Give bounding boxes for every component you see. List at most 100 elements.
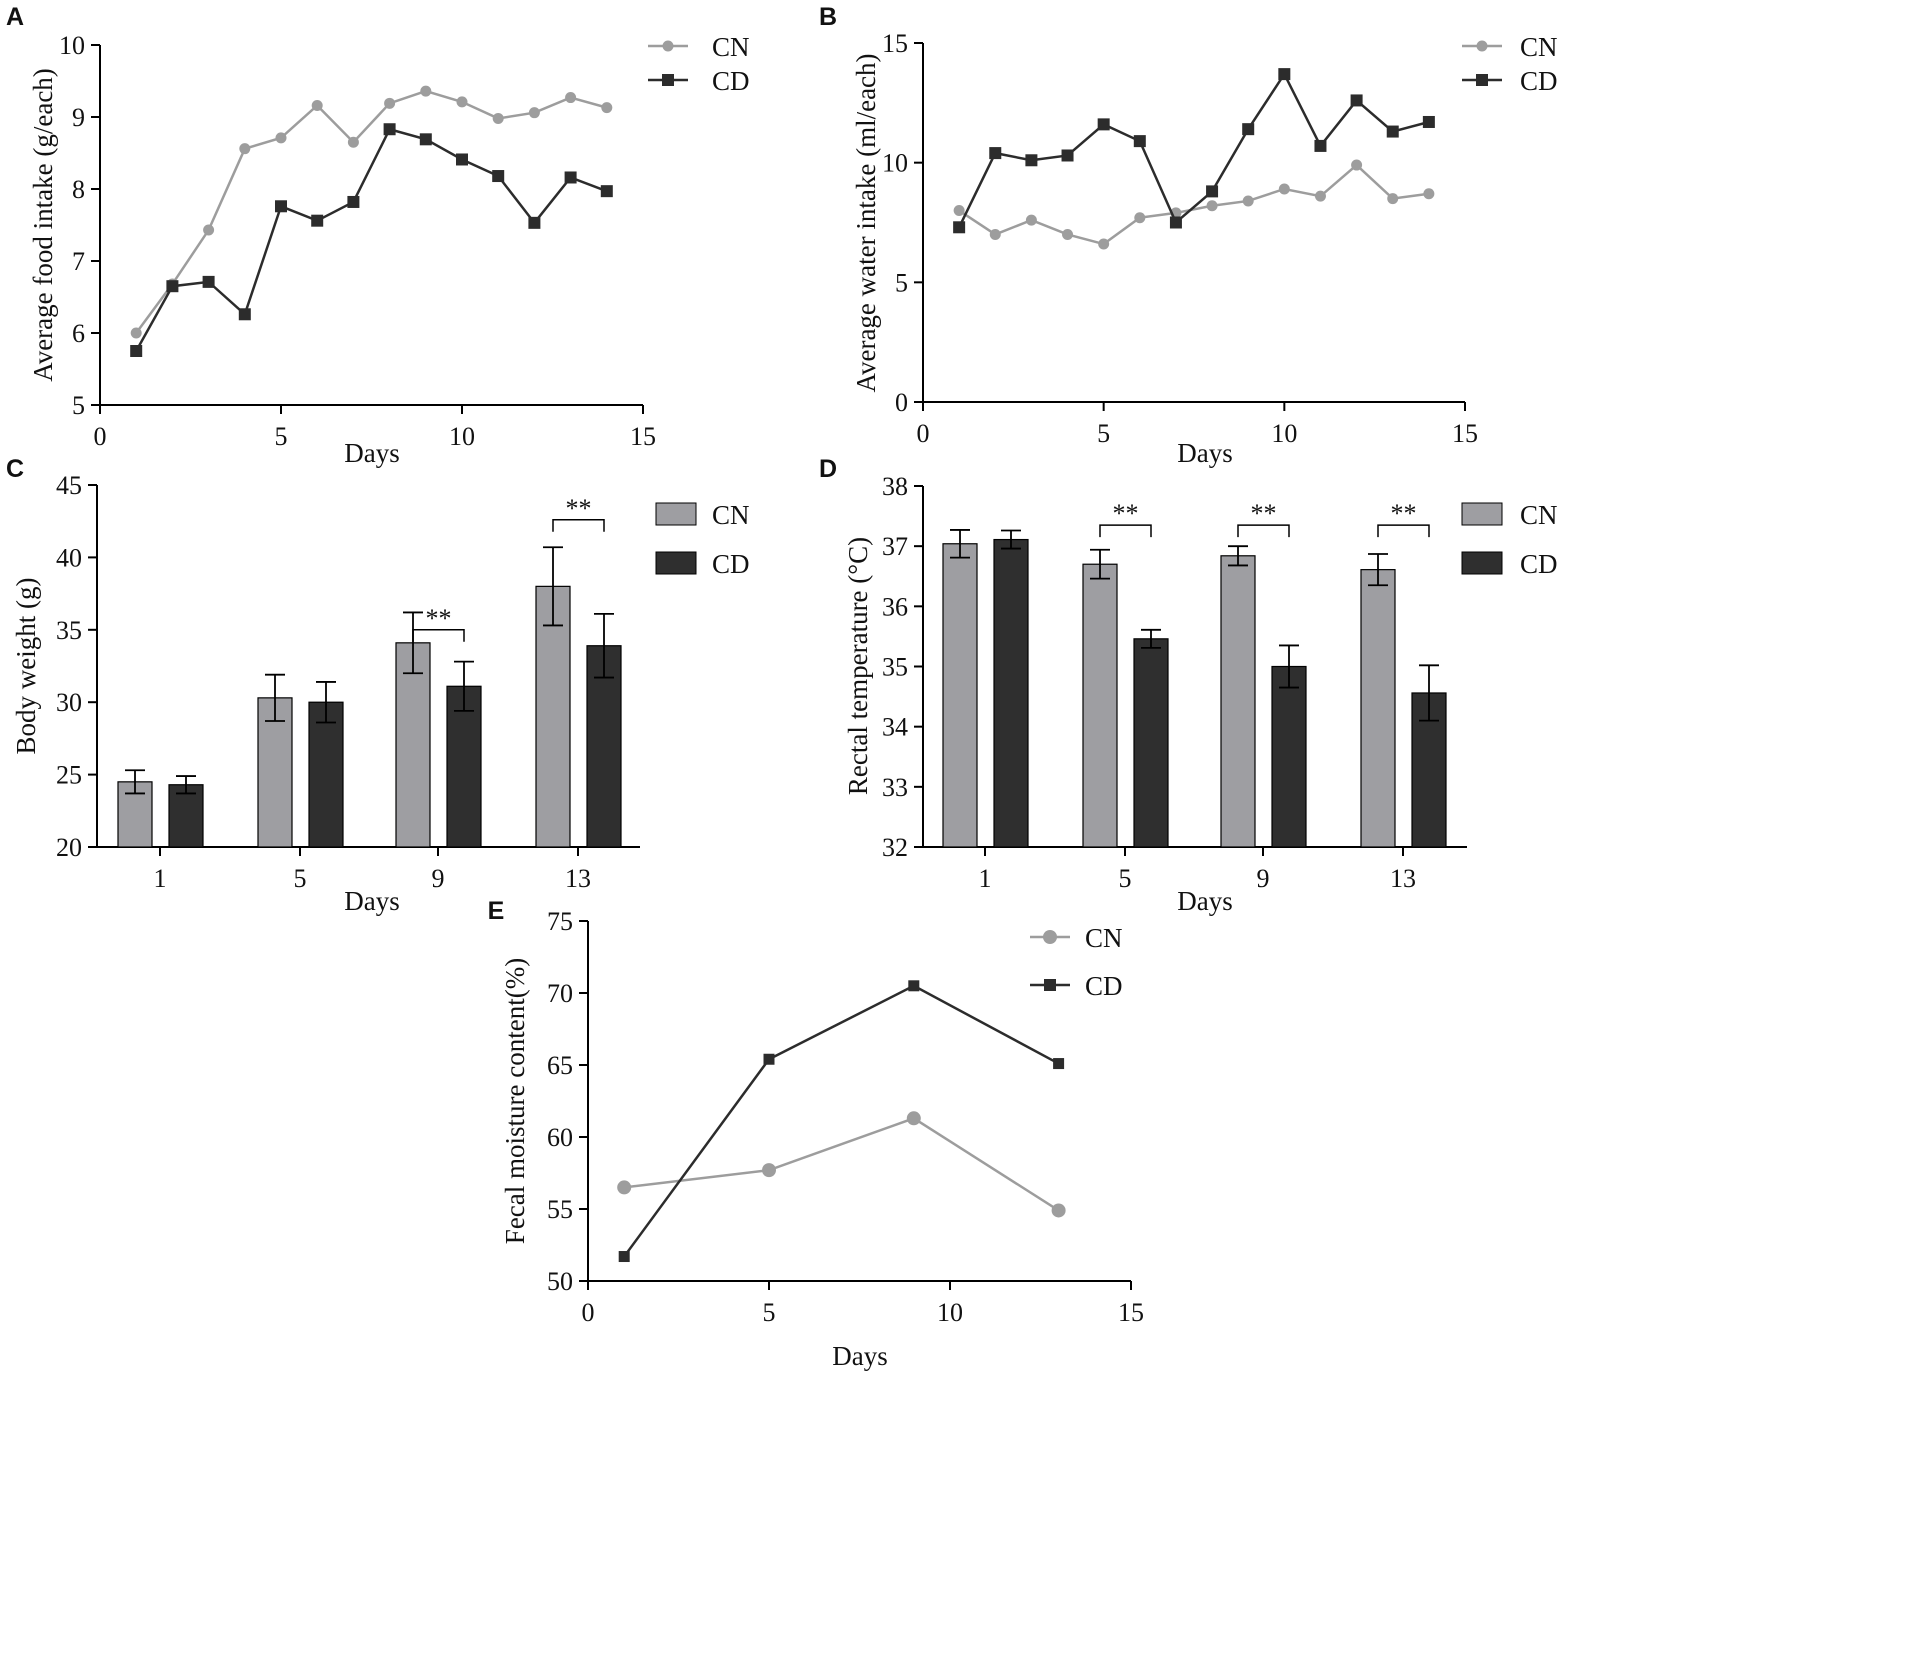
y-tick-label: 30	[56, 688, 82, 717]
legend-marker-cd	[1044, 979, 1056, 991]
x-tick-label: 5	[763, 1298, 776, 1327]
legend-swatch-cd	[1461, 551, 1503, 575]
data-point-cd	[238, 308, 251, 321]
panel-letter: E	[488, 897, 505, 925]
x-tick-label: 9	[432, 864, 445, 893]
x-tick-label: 10	[937, 1298, 963, 1327]
y-tick-label: 60	[547, 1123, 573, 1152]
y-tick-label: 5	[72, 391, 85, 420]
y-tick-label: 70	[547, 979, 573, 1008]
significance-bracket	[1237, 524, 1290, 538]
legend-swatch-cn	[1461, 502, 1503, 526]
series-line-cd	[135, 127, 608, 352]
data-point-cd	[1350, 94, 1363, 107]
data-point-cd	[763, 1053, 775, 1065]
legend-label-cn: CN	[1085, 923, 1123, 953]
data-point-cd	[130, 345, 143, 357]
data-point-cn	[1062, 228, 1074, 240]
data-point-cn	[347, 136, 359, 148]
data-point-cn	[492, 112, 504, 124]
data-point-cd	[347, 195, 360, 208]
y-tick-label: 33	[882, 773, 908, 802]
bar-cd	[993, 538, 1029, 848]
data-point-cn	[1206, 200, 1218, 212]
y-tick-label: 45	[56, 471, 82, 500]
significance-label: **	[1391, 499, 1417, 528]
significance-bracket	[412, 629, 465, 642]
legend-marker-cd	[662, 74, 674, 86]
data-point-cn	[311, 99, 323, 111]
y-tick-label: 75	[547, 907, 573, 936]
x-tick-label: 15	[1118, 1298, 1144, 1327]
data-point-cn	[239, 143, 251, 155]
data-point-cd	[908, 980, 920, 992]
data-point-cd	[166, 280, 179, 293]
data-point-cn	[130, 327, 142, 339]
y-tick-label: 9	[72, 103, 85, 132]
y-tick-label: 20	[56, 833, 82, 862]
y-tick-label: 50	[547, 1267, 573, 1296]
y-tick-label: 6	[72, 319, 85, 348]
data-point-cd	[1386, 125, 1399, 138]
y-tick-label: 32	[882, 833, 908, 862]
bar-cn	[1082, 563, 1118, 848]
data-point-cn	[275, 132, 287, 144]
data-point-cd	[1278, 68, 1291, 81]
x-axis-label: Days	[1177, 886, 1233, 916]
legend-label-cd: CD	[1520, 66, 1558, 96]
data-point-cn	[601, 102, 613, 114]
data-point-cd	[1025, 154, 1038, 167]
x-axis-label: Days	[1177, 438, 1233, 468]
series-line-cn	[624, 1116, 1060, 1212]
x-axis-label: Days	[344, 886, 400, 916]
y-tick-label: 35	[56, 616, 82, 645]
data-point-cd	[419, 133, 432, 146]
significance-bracket	[552, 519, 605, 532]
significance-label: **	[1251, 499, 1277, 528]
x-tick-label: 10	[1271, 419, 1297, 448]
y-axis-label: Rectal temperature (°C)	[843, 537, 873, 795]
data-point-cd	[600, 185, 613, 198]
y-tick-label: 10	[59, 31, 85, 60]
legend-marker-cn	[1476, 40, 1488, 52]
data-point-cn	[1314, 190, 1326, 202]
data-point-cn	[1134, 212, 1146, 224]
y-tick-label: 7	[72, 247, 85, 276]
y-axis-label: Average food intake (g/each)	[28, 68, 58, 382]
bar-cn	[395, 642, 431, 848]
bar-cd	[586, 645, 622, 848]
data-point-cn	[1387, 193, 1399, 205]
y-tick-label: 15	[882, 29, 908, 58]
data-point-cn	[1351, 159, 1363, 171]
y-tick-label: 0	[895, 388, 908, 417]
x-tick-label: 0	[94, 422, 107, 451]
x-tick-label: 1	[154, 864, 167, 893]
data-point-cd	[1097, 118, 1110, 131]
data-point-cd	[618, 1251, 630, 1263]
data-point-cn	[953, 205, 965, 217]
x-tick-label: 5	[294, 864, 307, 893]
bar-cn	[257, 697, 293, 848]
data-point-cd	[1314, 139, 1327, 152]
legend-marker-cd	[1476, 74, 1488, 86]
y-tick-label: 5	[895, 268, 908, 297]
y-tick-label: 10	[882, 149, 908, 178]
bar-cd	[1133, 638, 1169, 848]
data-point-cn	[565, 92, 577, 104]
x-tick-label: 15	[630, 422, 656, 451]
bar-cn	[1220, 555, 1256, 848]
legend-marker-cn	[1043, 930, 1057, 944]
data-point-cn	[203, 224, 215, 236]
bar-cn	[942, 543, 978, 848]
data-point-cd	[1169, 216, 1182, 229]
x-tick-label: 0	[582, 1298, 595, 1327]
x-tick-label: 13	[565, 864, 591, 893]
y-tick-label: 25	[56, 761, 82, 790]
y-tick-label: 8	[72, 175, 85, 204]
legend-label-cd: CD	[1520, 549, 1558, 579]
data-point-cn	[420, 85, 432, 97]
legend-label-cn: CN	[1520, 500, 1558, 530]
x-axis-label: Days	[344, 438, 400, 468]
data-point-cn	[1098, 238, 1110, 250]
